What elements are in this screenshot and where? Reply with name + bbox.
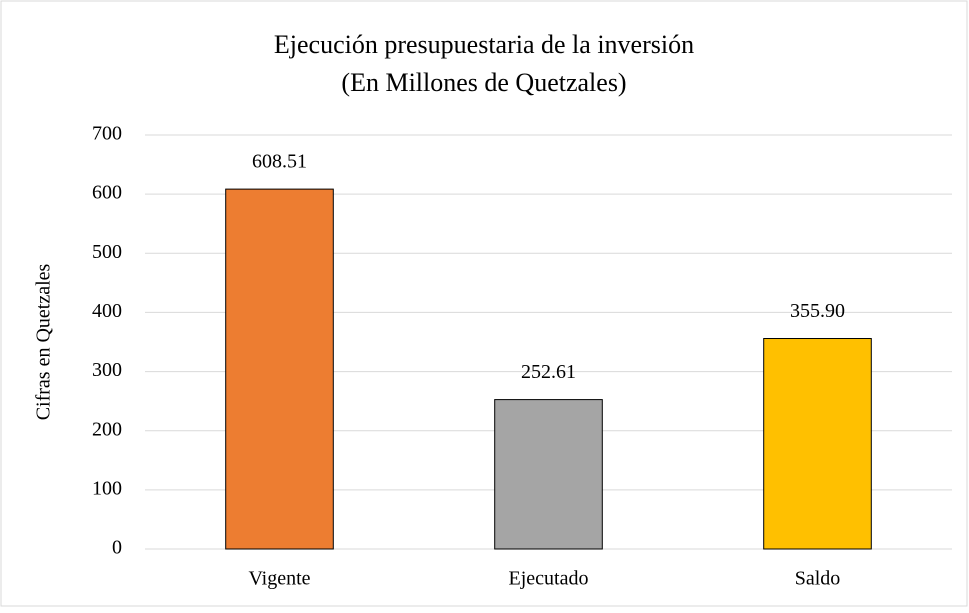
bar <box>494 399 603 550</box>
y-tick-label: 0 <box>112 537 122 559</box>
data-label: 252.61 <box>521 361 576 383</box>
bar <box>763 338 872 550</box>
y-tick-label: 500 <box>92 241 122 263</box>
x-tick-label: Saldo <box>795 568 841 590</box>
y-tick-label: 100 <box>92 477 122 499</box>
data-label: 355.90 <box>790 300 845 322</box>
x-tick-label: Ejecutado <box>509 568 589 590</box>
bar <box>225 188 334 550</box>
data-label: 608.51 <box>252 151 307 173</box>
y-tick-label: 300 <box>92 359 122 381</box>
y-tick-label: 400 <box>92 300 122 322</box>
x-tick-label: Vigente <box>248 568 310 590</box>
y-tick-label: 200 <box>92 418 122 440</box>
chart-subtitle: (En Millones de Quetzales) <box>341 68 626 97</box>
y-axis-label: Cifras en Quetzales <box>33 263 55 420</box>
y-tick-label: 700 <box>92 123 122 145</box>
chart-title: Ejecución presupuestaria de la inversión <box>274 30 694 59</box>
y-tick-label: 600 <box>92 182 122 204</box>
